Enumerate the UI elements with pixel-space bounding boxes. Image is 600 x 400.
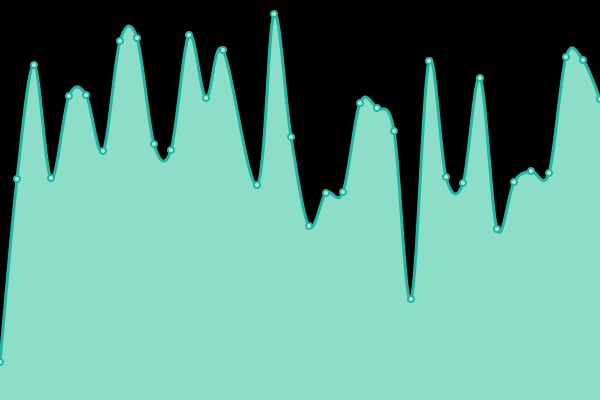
data-point-marker[interactable]: [493, 225, 501, 233]
data-point-marker[interactable]: [99, 147, 107, 155]
data-point-marker[interactable]: [0, 358, 4, 366]
data-point-marker[interactable]: [133, 34, 141, 42]
data-point-marker[interactable]: [270, 10, 278, 18]
data-point-marker[interactable]: [253, 181, 261, 189]
data-point-marker[interactable]: [596, 95, 600, 103]
data-point-marker[interactable]: [167, 146, 175, 154]
data-point-marker[interactable]: [527, 167, 535, 175]
data-point-marker[interactable]: [13, 175, 21, 183]
data-point-marker[interactable]: [425, 57, 433, 65]
data-point-marker[interactable]: [287, 133, 295, 141]
data-point-marker[interactable]: [390, 127, 398, 135]
data-point-marker[interactable]: [185, 31, 193, 39]
data-point-marker[interactable]: [305, 222, 313, 230]
trend-line: [0, 12, 600, 364]
data-point-marker[interactable]: [476, 74, 484, 82]
data-point-marker[interactable]: [356, 99, 364, 107]
data-point-marker[interactable]: [322, 189, 330, 197]
data-point-marker[interactable]: [339, 188, 347, 196]
data-point-marker[interactable]: [47, 174, 55, 182]
data-point-marker[interactable]: [510, 178, 518, 186]
data-point-marker[interactable]: [407, 295, 415, 303]
data-point-marker[interactable]: [373, 104, 381, 112]
data-point-marker[interactable]: [30, 61, 38, 69]
data-point-marker[interactable]: [442, 173, 450, 181]
data-point-marker[interactable]: [562, 53, 570, 61]
data-point-marker[interactable]: [459, 179, 467, 187]
data-point-marker[interactable]: [545, 169, 553, 177]
area-fill: [0, 13, 600, 400]
data-point-marker[interactable]: [82, 91, 90, 99]
data-point-marker[interactable]: [116, 37, 124, 45]
data-point-marker[interactable]: [579, 56, 587, 64]
data-point-marker[interactable]: [150, 140, 158, 148]
data-point-marker[interactable]: [202, 94, 210, 102]
data-point-marker[interactable]: [65, 92, 73, 100]
data-point-marker[interactable]: [219, 46, 227, 54]
